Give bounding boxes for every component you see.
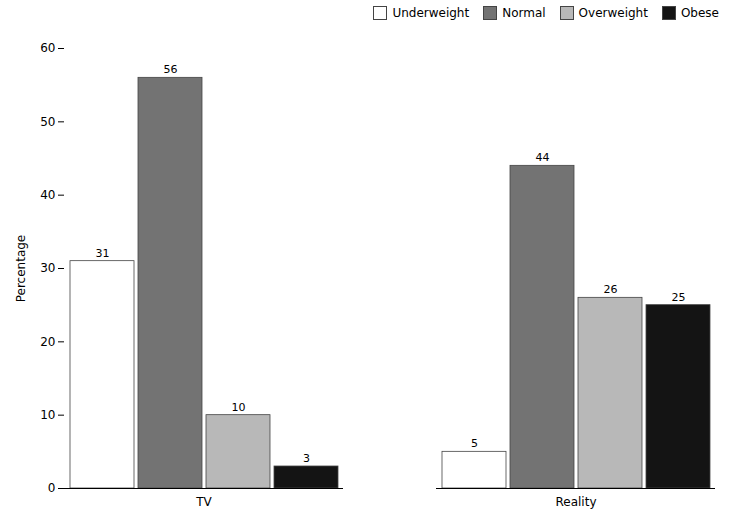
html-text:Underweight: Underweight	[392, 6, 470, 20]
svg-text:TV: TV	[195, 495, 212, 509]
svg-text:26: 26	[604, 283, 618, 296]
svg-text:31: 31	[96, 247, 110, 260]
svg-text:Percentage: Percentage	[14, 235, 28, 303]
html-text:Obese: Obese	[680, 6, 719, 20]
svg-text:0: 0	[48, 481, 56, 495]
svg-text:50: 50	[40, 115, 55, 129]
svg-text:10: 10	[232, 401, 246, 414]
svg-text:30: 30	[40, 261, 55, 275]
svg-text:60: 60	[40, 41, 55, 55]
svg-text:25: 25	[672, 291, 686, 304]
svg-text:3: 3	[303, 452, 310, 465]
svg-text:5: 5	[471, 437, 478, 450]
html-text:Overweight: Overweight	[578, 6, 648, 20]
svg-text:40: 40	[40, 188, 55, 202]
html-text:Normal: Normal	[502, 6, 546, 20]
svg-text:10: 10	[40, 408, 55, 422]
svg-text:44: 44	[536, 151, 550, 164]
svg-text:56: 56	[164, 63, 178, 76]
svg-text:20: 20	[40, 335, 55, 349]
svg-text:Reality: Reality	[555, 495, 596, 509]
